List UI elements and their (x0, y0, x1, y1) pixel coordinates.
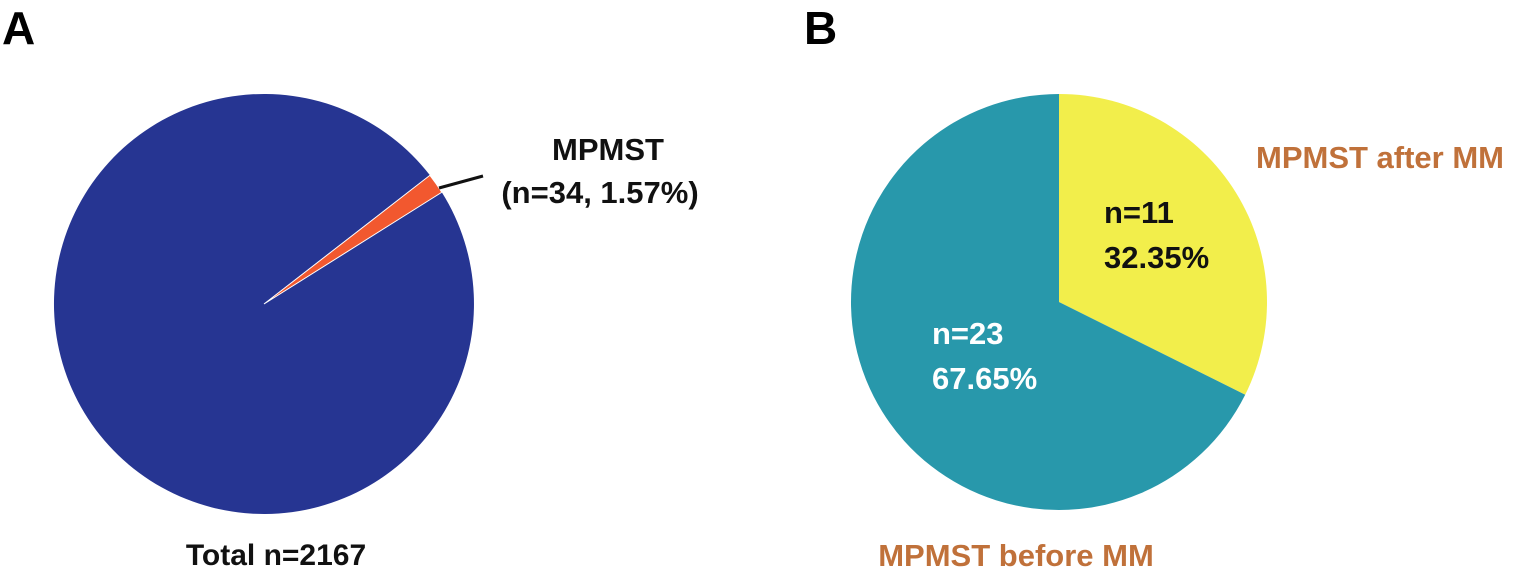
panel-a: A MPMST (n=34, 1.57%) Total n=2167 (2, 2, 699, 572)
pie-a-slice-mpmst (263, 174, 443, 305)
pie-b-before-count: n=23 (932, 316, 1004, 351)
pie-b-after-count: n=11 (1104, 195, 1174, 230)
panel-letter-b: B (804, 2, 837, 54)
pie-b-after-percent: 32.35% (1104, 240, 1209, 275)
panel-letter-a: A (2, 2, 35, 54)
pie-a-callout-value: (n=34, 1.57%) (501, 175, 698, 210)
panel-b: B n=11 32.35% n=23 67.65% MPMST after MM… (804, 2, 1504, 573)
pie-a-leader-line (438, 174, 484, 190)
pie-a-total-label: Total n=2167 (186, 539, 366, 572)
pie-b-before-percent: 67.65% (932, 361, 1037, 396)
pie-b-legend-before: MPMST before MM (878, 538, 1154, 573)
pie-b-slice-after (1059, 94, 1267, 395)
pie-a-callout-title: MPMST (552, 132, 664, 167)
pie-b-slice-before (850, 94, 1246, 510)
pie-b-legend-after: MPMST after MM (1256, 140, 1504, 175)
